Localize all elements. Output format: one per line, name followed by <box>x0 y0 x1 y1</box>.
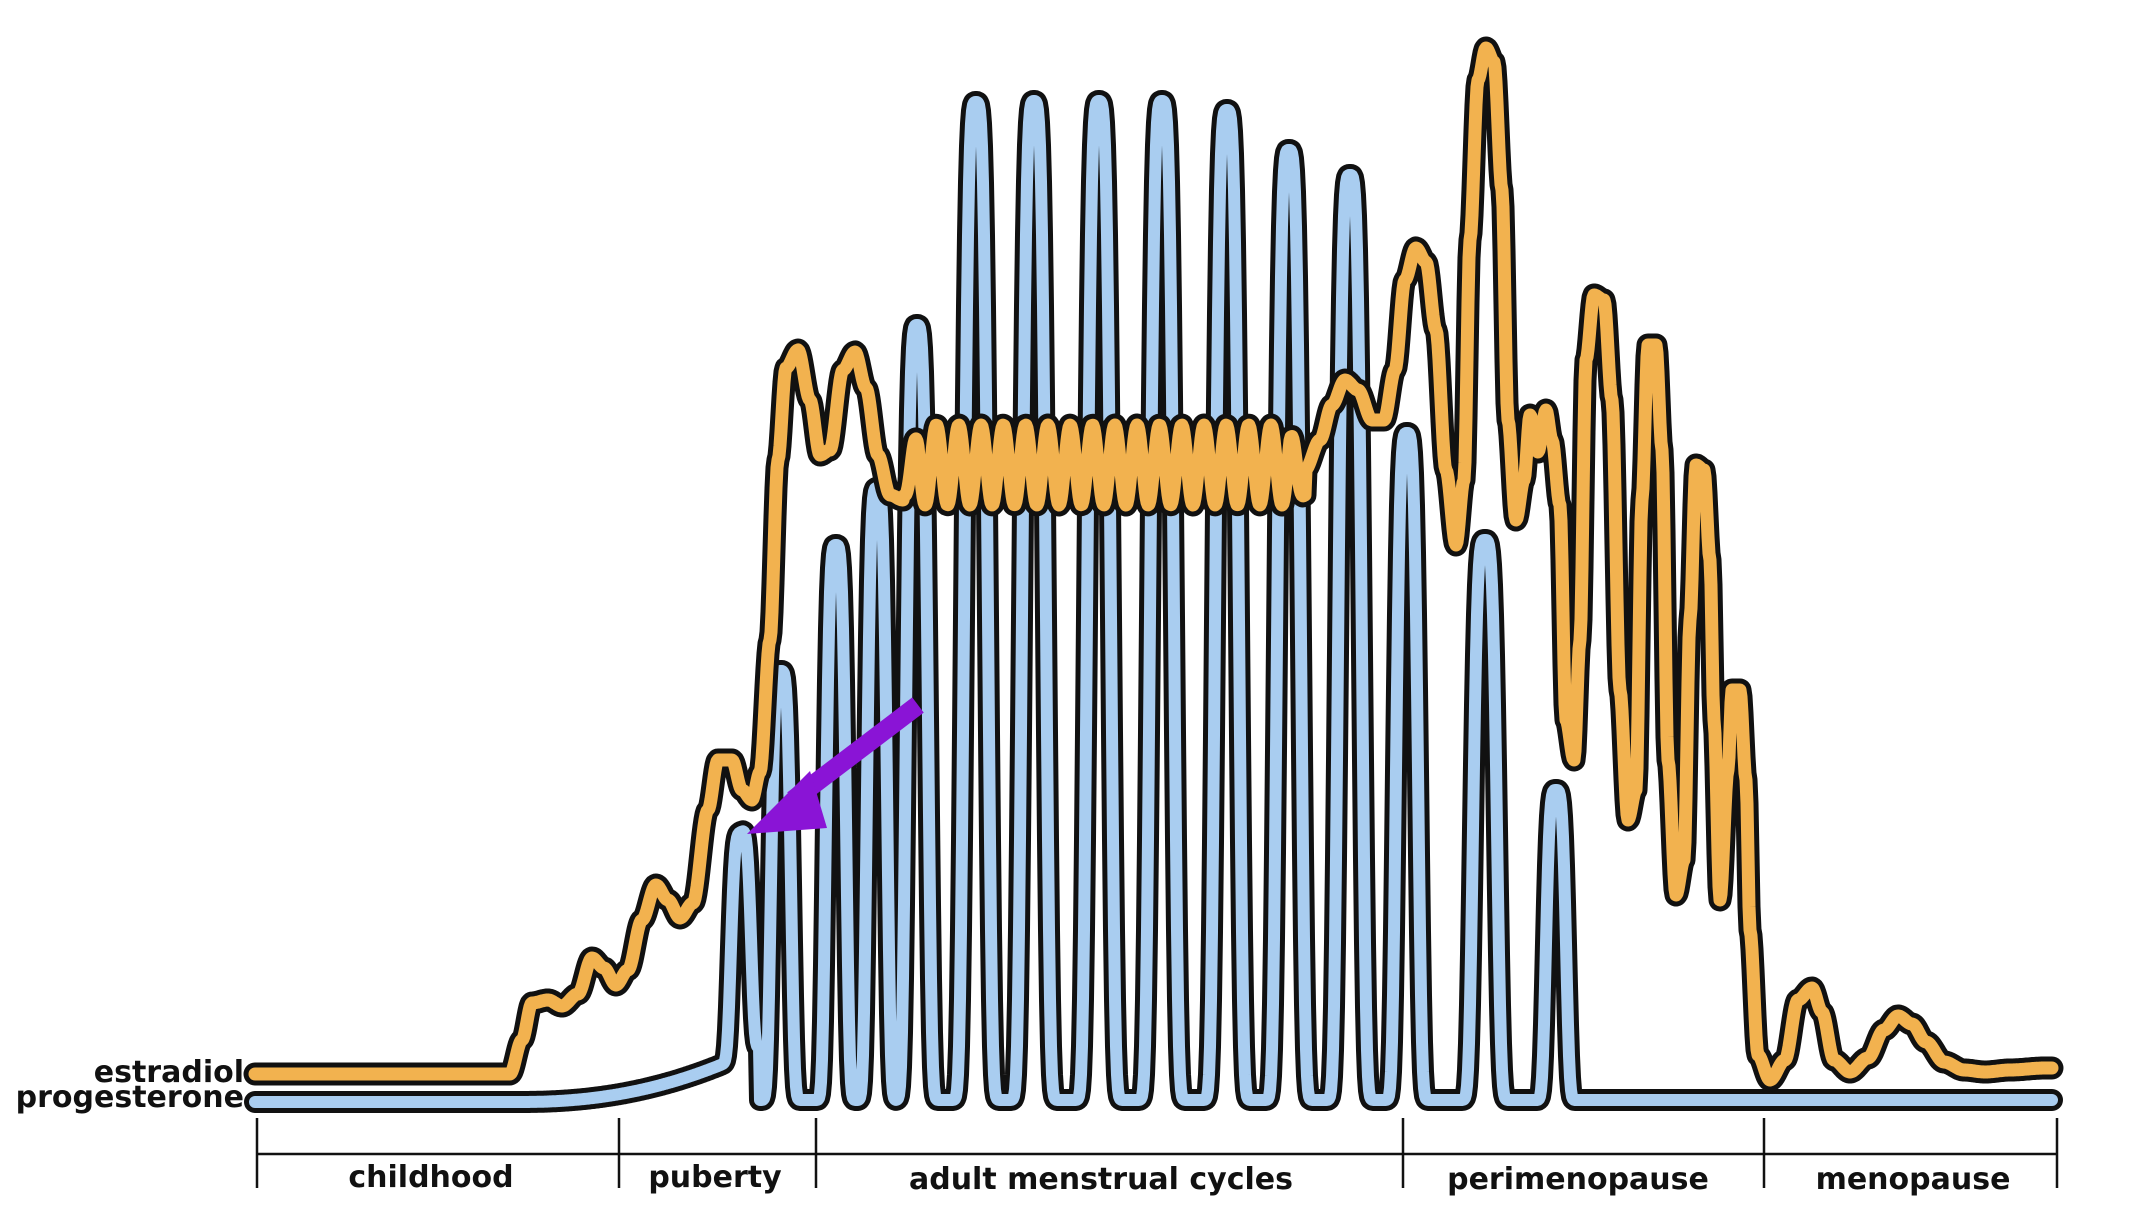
progesterone-line <box>249 95 2058 1108</box>
stage-label-adult-menstrual-cycles: adult menstrual cycles <box>909 1162 1293 1197</box>
progesterone-curve <box>244 90 2063 1113</box>
estradiol-line <box>248 41 2059 1087</box>
series-label-estradiol: estradiol <box>94 1055 244 1090</box>
stage-label-puberty: puberty <box>648 1160 782 1195</box>
stage-label-menopause: menopause <box>1816 1162 2011 1197</box>
series-label-progesterone: progesterone <box>16 1080 244 1115</box>
annotation-arrow-icon <box>747 697 924 834</box>
stage-label-perimenopause: perimenopause <box>1447 1162 1709 1197</box>
stage-label-childhood: childhood <box>348 1160 513 1195</box>
stage-axis: childhood puberty adult menstrual cycles… <box>255 1118 2059 1197</box>
estradiol-curve <box>243 36 2064 1092</box>
